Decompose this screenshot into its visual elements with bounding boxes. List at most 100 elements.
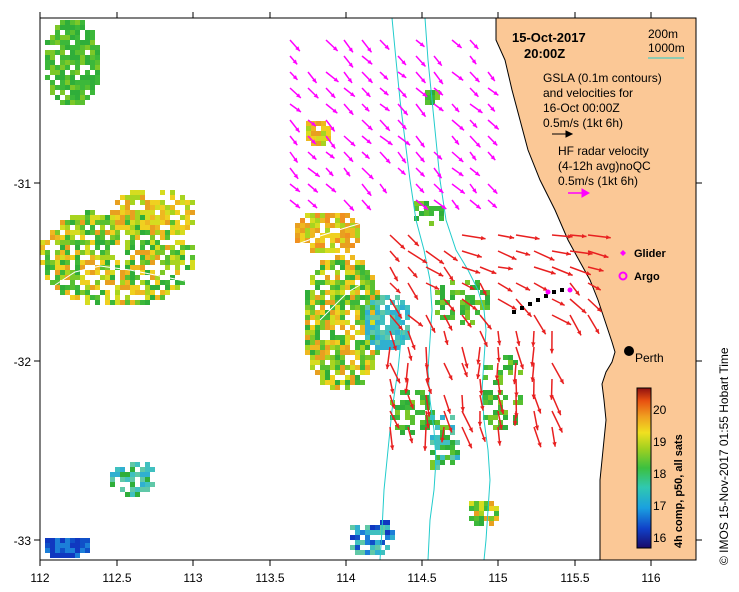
sst-pixel — [325, 300, 330, 305]
sst-pixel — [310, 350, 315, 355]
sst-pixel — [65, 20, 70, 25]
sst-pixel — [305, 315, 310, 320]
sst-pixel — [325, 223, 330, 228]
sst-pixel — [355, 295, 360, 300]
sst-pixel — [355, 275, 360, 280]
sst-pixel — [345, 238, 350, 243]
sst-pixel — [150, 245, 155, 250]
sst-pixel — [175, 200, 180, 205]
sst-pixel — [300, 228, 305, 233]
sst-pixel — [150, 295, 155, 300]
sst-pixel — [155, 280, 160, 285]
sst-pixel — [311, 136, 316, 141]
hf-arrow-head — [332, 46, 338, 51]
sst-pixel — [90, 80, 95, 85]
sst-pixel — [325, 248, 330, 253]
sst-pixel — [150, 200, 155, 205]
sst-pixel — [340, 290, 345, 295]
sst-pixel — [130, 472, 135, 477]
sst-pixel — [300, 233, 305, 238]
sst-pixel — [345, 335, 350, 340]
sst-pixel — [310, 330, 315, 335]
sst-pixel — [335, 310, 340, 315]
sst-pixel — [55, 95, 60, 100]
sst-pixel — [320, 360, 325, 365]
sst-pixel — [508, 365, 513, 370]
sst-pixel — [420, 400, 425, 405]
sst-pixel — [330, 310, 335, 315]
sst-pixel — [55, 250, 60, 255]
sst-pixel — [175, 210, 180, 215]
sst-pixel — [55, 275, 60, 280]
sst-pixel — [385, 530, 390, 535]
sst-pixel — [335, 370, 340, 375]
gsla-arrow-head — [425, 377, 431, 383]
sst-pixel — [80, 235, 85, 240]
sst-pixel — [335, 255, 340, 260]
gsla-arrow-head — [469, 285, 475, 290]
gsla-arrow-head — [508, 266, 513, 271]
sst-pixel — [130, 462, 135, 467]
sst-pixel — [305, 340, 310, 345]
sst-pixel — [310, 295, 315, 300]
sst-pixel — [365, 370, 370, 375]
sst-pixel — [40, 245, 45, 250]
sst-pixel — [320, 365, 325, 370]
sst-pixel — [370, 360, 375, 365]
sst-pixel — [360, 360, 365, 365]
sst-pixel — [335, 260, 340, 265]
sst-pixel — [190, 255, 195, 260]
sst-pixel — [80, 50, 85, 55]
sst-pixel — [100, 215, 105, 220]
sst-pixel — [180, 225, 185, 230]
gsla-legend-line: and velocities for — [543, 86, 633, 100]
sst-pixel — [340, 370, 345, 375]
sst-pixel — [439, 206, 444, 211]
sst-pixel — [150, 215, 155, 220]
sst-pixel — [130, 482, 135, 487]
gsla-arrow-head — [476, 359, 481, 365]
sst-pixel — [375, 290, 380, 295]
sst-pixel — [439, 216, 444, 221]
sst-pixel — [395, 335, 400, 340]
sst-pixel — [85, 260, 90, 265]
sst-pixel — [65, 270, 70, 275]
hf-arrow-head — [471, 59, 477, 65]
sst-pixel — [100, 220, 105, 225]
sst-pixel — [180, 195, 185, 200]
sst-pixel — [320, 260, 325, 265]
gsla-arrow-head — [537, 442, 542, 448]
sst-pixel — [385, 310, 390, 315]
sst-pixel — [424, 201, 429, 206]
sst-pixel — [60, 60, 65, 65]
sst-pixel — [355, 550, 360, 555]
sst-pixel — [45, 240, 50, 245]
sst-pixel — [325, 340, 330, 345]
sst-pixel — [460, 290, 465, 295]
sst-pixel — [355, 315, 360, 320]
sst-pixel — [65, 260, 70, 265]
sst-pixel — [145, 482, 150, 487]
colorbar-tick: 16 — [653, 531, 667, 545]
sst-pixel — [310, 233, 315, 238]
sst-pixel — [375, 310, 380, 315]
sst-pixel — [75, 20, 80, 25]
sst-pixel — [330, 280, 335, 285]
sst-pixel — [385, 335, 390, 340]
hf-arrow-head — [348, 47, 353, 53]
sst-pixel — [480, 300, 485, 305]
gsla-arrow-head — [444, 340, 449, 345]
sst-pixel — [405, 415, 410, 420]
sst-pixel — [125, 285, 130, 290]
sst-pixel — [55, 50, 60, 55]
sst-pixel — [45, 548, 50, 553]
sst-pixel — [360, 310, 365, 315]
sst-pixel — [70, 90, 75, 95]
sst-pixel — [75, 100, 80, 105]
sst-pixel — [95, 60, 100, 65]
colorbar-label: 4h comp, p50, all sats — [673, 434, 685, 548]
sst-pixel — [85, 240, 90, 245]
sst-pixel — [175, 240, 180, 245]
map-date: 15-Oct-2017 — [512, 30, 586, 45]
hf-arrow-head — [490, 106, 495, 112]
